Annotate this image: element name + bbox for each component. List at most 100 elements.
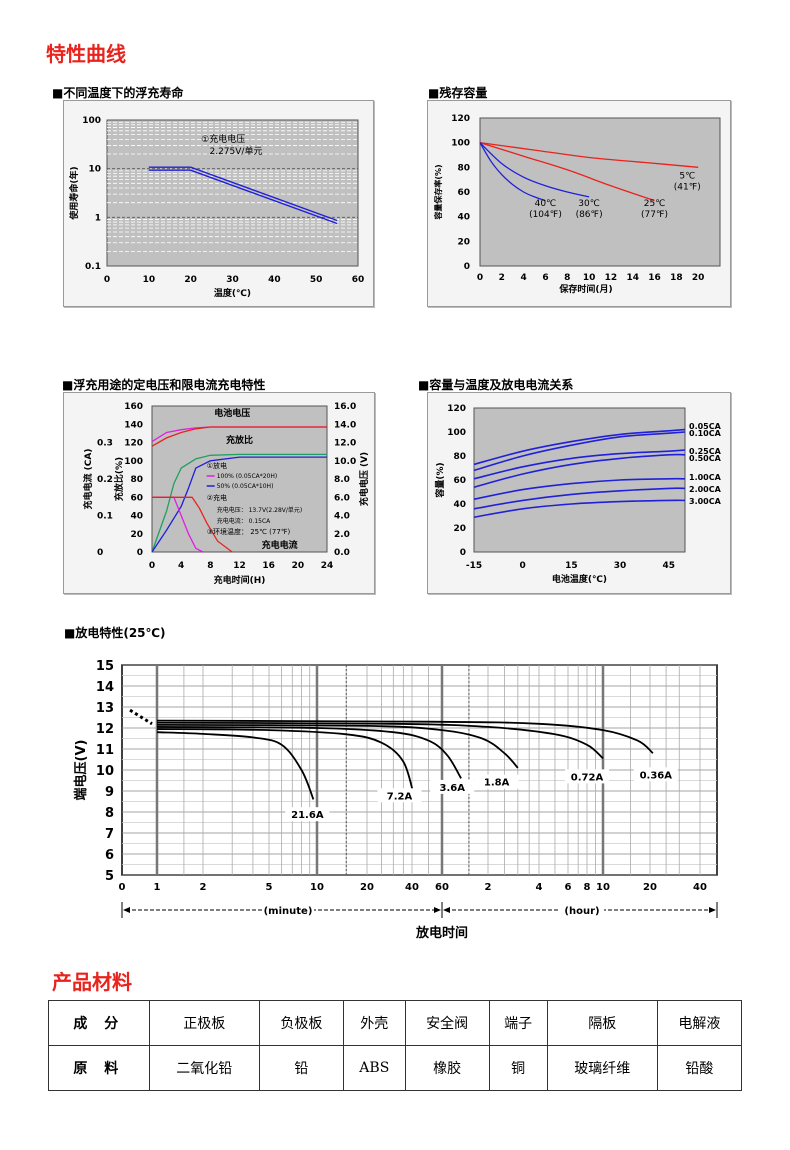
chart-title: ■放电特性(25℃) <box>64 626 166 640</box>
y-axis-label: 充电电流 (CA) <box>82 449 94 510</box>
y-tick-label: 80 <box>130 475 143 485</box>
y-tick-label: 160 <box>124 402 143 412</box>
label-bg <box>430 779 475 794</box>
series-line <box>148 169 338 225</box>
legend-entry: 50% (0.05CA*10H) <box>217 483 274 490</box>
arrow-head <box>443 907 450 913</box>
x-tick-label: 18 <box>670 273 683 283</box>
x-tick-label: 6 <box>565 882 572 893</box>
x-axis-label: 电池温度(℃) <box>552 573 607 585</box>
y-tick-label: 1 <box>95 213 101 223</box>
legend-entry: ①放电 <box>207 461 227 470</box>
x-tick-label: 20 <box>643 882 657 893</box>
label-bg <box>377 788 422 803</box>
y-tick-label: 100 <box>451 139 470 149</box>
series-line <box>479 142 655 202</box>
series-line <box>473 499 686 518</box>
x-tick-label: 8 <box>207 561 213 571</box>
y-tick-label: 7 <box>105 827 114 842</box>
x-tick-label: 16 <box>648 273 661 283</box>
label-bg <box>565 769 609 784</box>
series-label: 40℃ <box>535 199 557 209</box>
series-line <box>151 453 327 553</box>
y-tick-label: 8 <box>105 806 114 821</box>
y-tick-label: 40 <box>457 213 470 223</box>
table-cell: 负极板 <box>258 1000 344 1046</box>
chart-title: ■不同温度下的浮充寿命 <box>52 86 184 100</box>
section-title-materials: 产品材料 <box>52 970 132 994</box>
y-tick-label: 9 <box>105 785 114 800</box>
arrow-head <box>709 907 716 913</box>
table-cell: 安全阀 <box>404 1000 490 1046</box>
x-tick-label: 10 <box>596 882 610 893</box>
y-axis-label: 容量保存率(%) <box>433 164 443 220</box>
float-life-plot: 0 10 20 30 40 50 60 100 10 1 0.1 温度(℃) 使用寿命(年) ①充电电压2… <box>68 116 365 299</box>
series-line <box>148 166 338 222</box>
legend-entry: 充电电流： 0.15CA <box>217 517 271 525</box>
table-cell: 铅酸 <box>656 1045 743 1091</box>
series-label: 充放比 <box>226 434 253 446</box>
table-cell: 正极板 <box>148 1000 260 1046</box>
y3-tick-label: 0.2 <box>97 475 113 485</box>
series-label: 30℃ <box>578 199 600 209</box>
series-label: 21.6A <box>291 810 324 821</box>
x-tick-label: 4 <box>536 882 543 893</box>
x-tick-label: 8 <box>584 882 591 893</box>
x-tick-label: 0 <box>520 561 526 571</box>
series-label: 0.36A <box>640 770 673 781</box>
y3-tick-label: 0.3 <box>97 439 113 449</box>
y-tick-label: 120 <box>447 404 466 414</box>
series-label: 5℃ <box>679 172 695 182</box>
capacity-temp-plot: -15 0 15 30 45120100806040200电池温度(℃)容量(%)0.0… <box>434 404 722 585</box>
x-tick-label: 16 <box>262 561 275 571</box>
arrow-head <box>434 907 441 913</box>
series-label: 1.8A <box>484 778 510 789</box>
annotation: ①充电电压 <box>201 133 245 145</box>
x-tick-label: 0 <box>119 882 126 893</box>
y-tick-label: 20 <box>453 524 466 534</box>
x-tick-label: 40 <box>268 275 281 285</box>
series-label: 25℃ <box>644 199 666 209</box>
x-tick-label: 40 <box>405 882 419 893</box>
table-cell: 隔板 <box>546 1000 658 1046</box>
y-tick-label: 80 <box>457 163 470 173</box>
x-tick-label: 45 <box>663 561 676 571</box>
x-tick-label: 24 <box>321 561 334 571</box>
x-axis-label: 温度(℃) <box>214 287 251 299</box>
x-tick-label: 5 <box>266 882 273 893</box>
series-line <box>473 453 686 488</box>
time-unit-label: (minute) <box>264 906 313 917</box>
series-label: 0.05CA <box>689 422 722 431</box>
y-tick-label: 140 <box>124 420 143 430</box>
series-line <box>479 142 590 198</box>
y-tick-label: 6 <box>105 848 114 863</box>
series-label: (41℉) <box>674 183 701 193</box>
series-line <box>479 142 699 168</box>
table-cell: 铜 <box>488 1045 548 1091</box>
y-tick-label: 12 <box>96 722 114 737</box>
y2-tick-label: 12.0 <box>334 439 356 449</box>
y-tick-label: 100 <box>82 116 101 126</box>
y-tick-label: 40 <box>130 512 143 522</box>
series-line <box>156 719 654 754</box>
y-axis-label: 充电电压 (V) <box>358 452 370 506</box>
x-tick-label: 4 <box>521 273 527 283</box>
table-cell: 成 分 <box>48 1000 150 1046</box>
y-tick-label: 10 <box>88 165 101 175</box>
x-axis-label: 放电时间 <box>415 925 468 941</box>
x-tick-label: 0 <box>477 273 483 283</box>
y-tick-label: 100 <box>124 457 143 467</box>
series-line <box>473 428 686 466</box>
y-tick-label: 20 <box>457 237 470 247</box>
arrow-head <box>123 907 130 913</box>
start-marker <box>129 708 153 726</box>
plot-area <box>479 117 721 267</box>
x-tick-label: 30 <box>614 561 627 571</box>
section-title-curves: 特性曲线 <box>46 42 126 66</box>
y-tick-label: 5 <box>105 869 114 884</box>
x-tick-label: 14 <box>626 273 639 283</box>
x-tick-label: 10 <box>310 882 324 893</box>
time-unit-label: (hour) <box>564 906 599 917</box>
x-tick-label: 60 <box>352 275 365 285</box>
series-label: 充电电流 <box>262 539 298 551</box>
